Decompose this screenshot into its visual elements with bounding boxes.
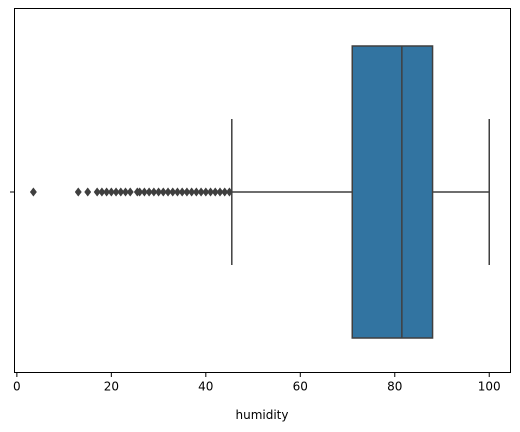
outlier-point [145,187,153,197]
x-tick-label: 80 [387,380,402,394]
outlier-point [225,187,233,197]
outlier-point [126,187,134,197]
x-axis-label: humidity [236,408,289,422]
outlier-point [173,187,181,197]
outlier-point [178,187,186,197]
outlier-point [84,187,92,197]
outlier-point [169,187,177,197]
outlier-point [74,187,82,197]
outlier-point [103,187,111,197]
outlier-point [216,187,224,197]
outlier-point [155,187,163,197]
outlier-point [112,187,120,197]
x-tick-label: 0 [13,380,21,394]
outlier-point [197,187,205,197]
outlier-point [140,187,148,197]
plot-content [29,45,490,339]
outlier-point [159,187,167,197]
outlier-point [202,187,210,197]
outlier-point [164,187,172,197]
outlier-point [188,187,196,197]
x-tick-label: 40 [198,380,213,394]
box-iqr [351,45,434,339]
outlier-point [121,187,130,197]
outlier-point [211,187,219,197]
x-tick-label: 100 [478,380,501,394]
outlier-point [98,187,106,197]
outlier-point [29,187,37,197]
outlier-point [207,187,215,197]
outlier-point [93,187,101,197]
outlier-point [107,187,115,197]
x-axis: 0 20 40 60 80 100 [13,372,501,394]
outlier-point [221,187,229,197]
x-tick-label: 60 [293,380,308,394]
x-tick-label: 20 [104,380,119,394]
outlier-point [136,187,144,197]
outlier-point [150,187,158,197]
outlier-point [117,187,125,197]
outlier-point [183,187,191,197]
outlier-point [192,187,200,197]
plot-frame [14,8,511,373]
